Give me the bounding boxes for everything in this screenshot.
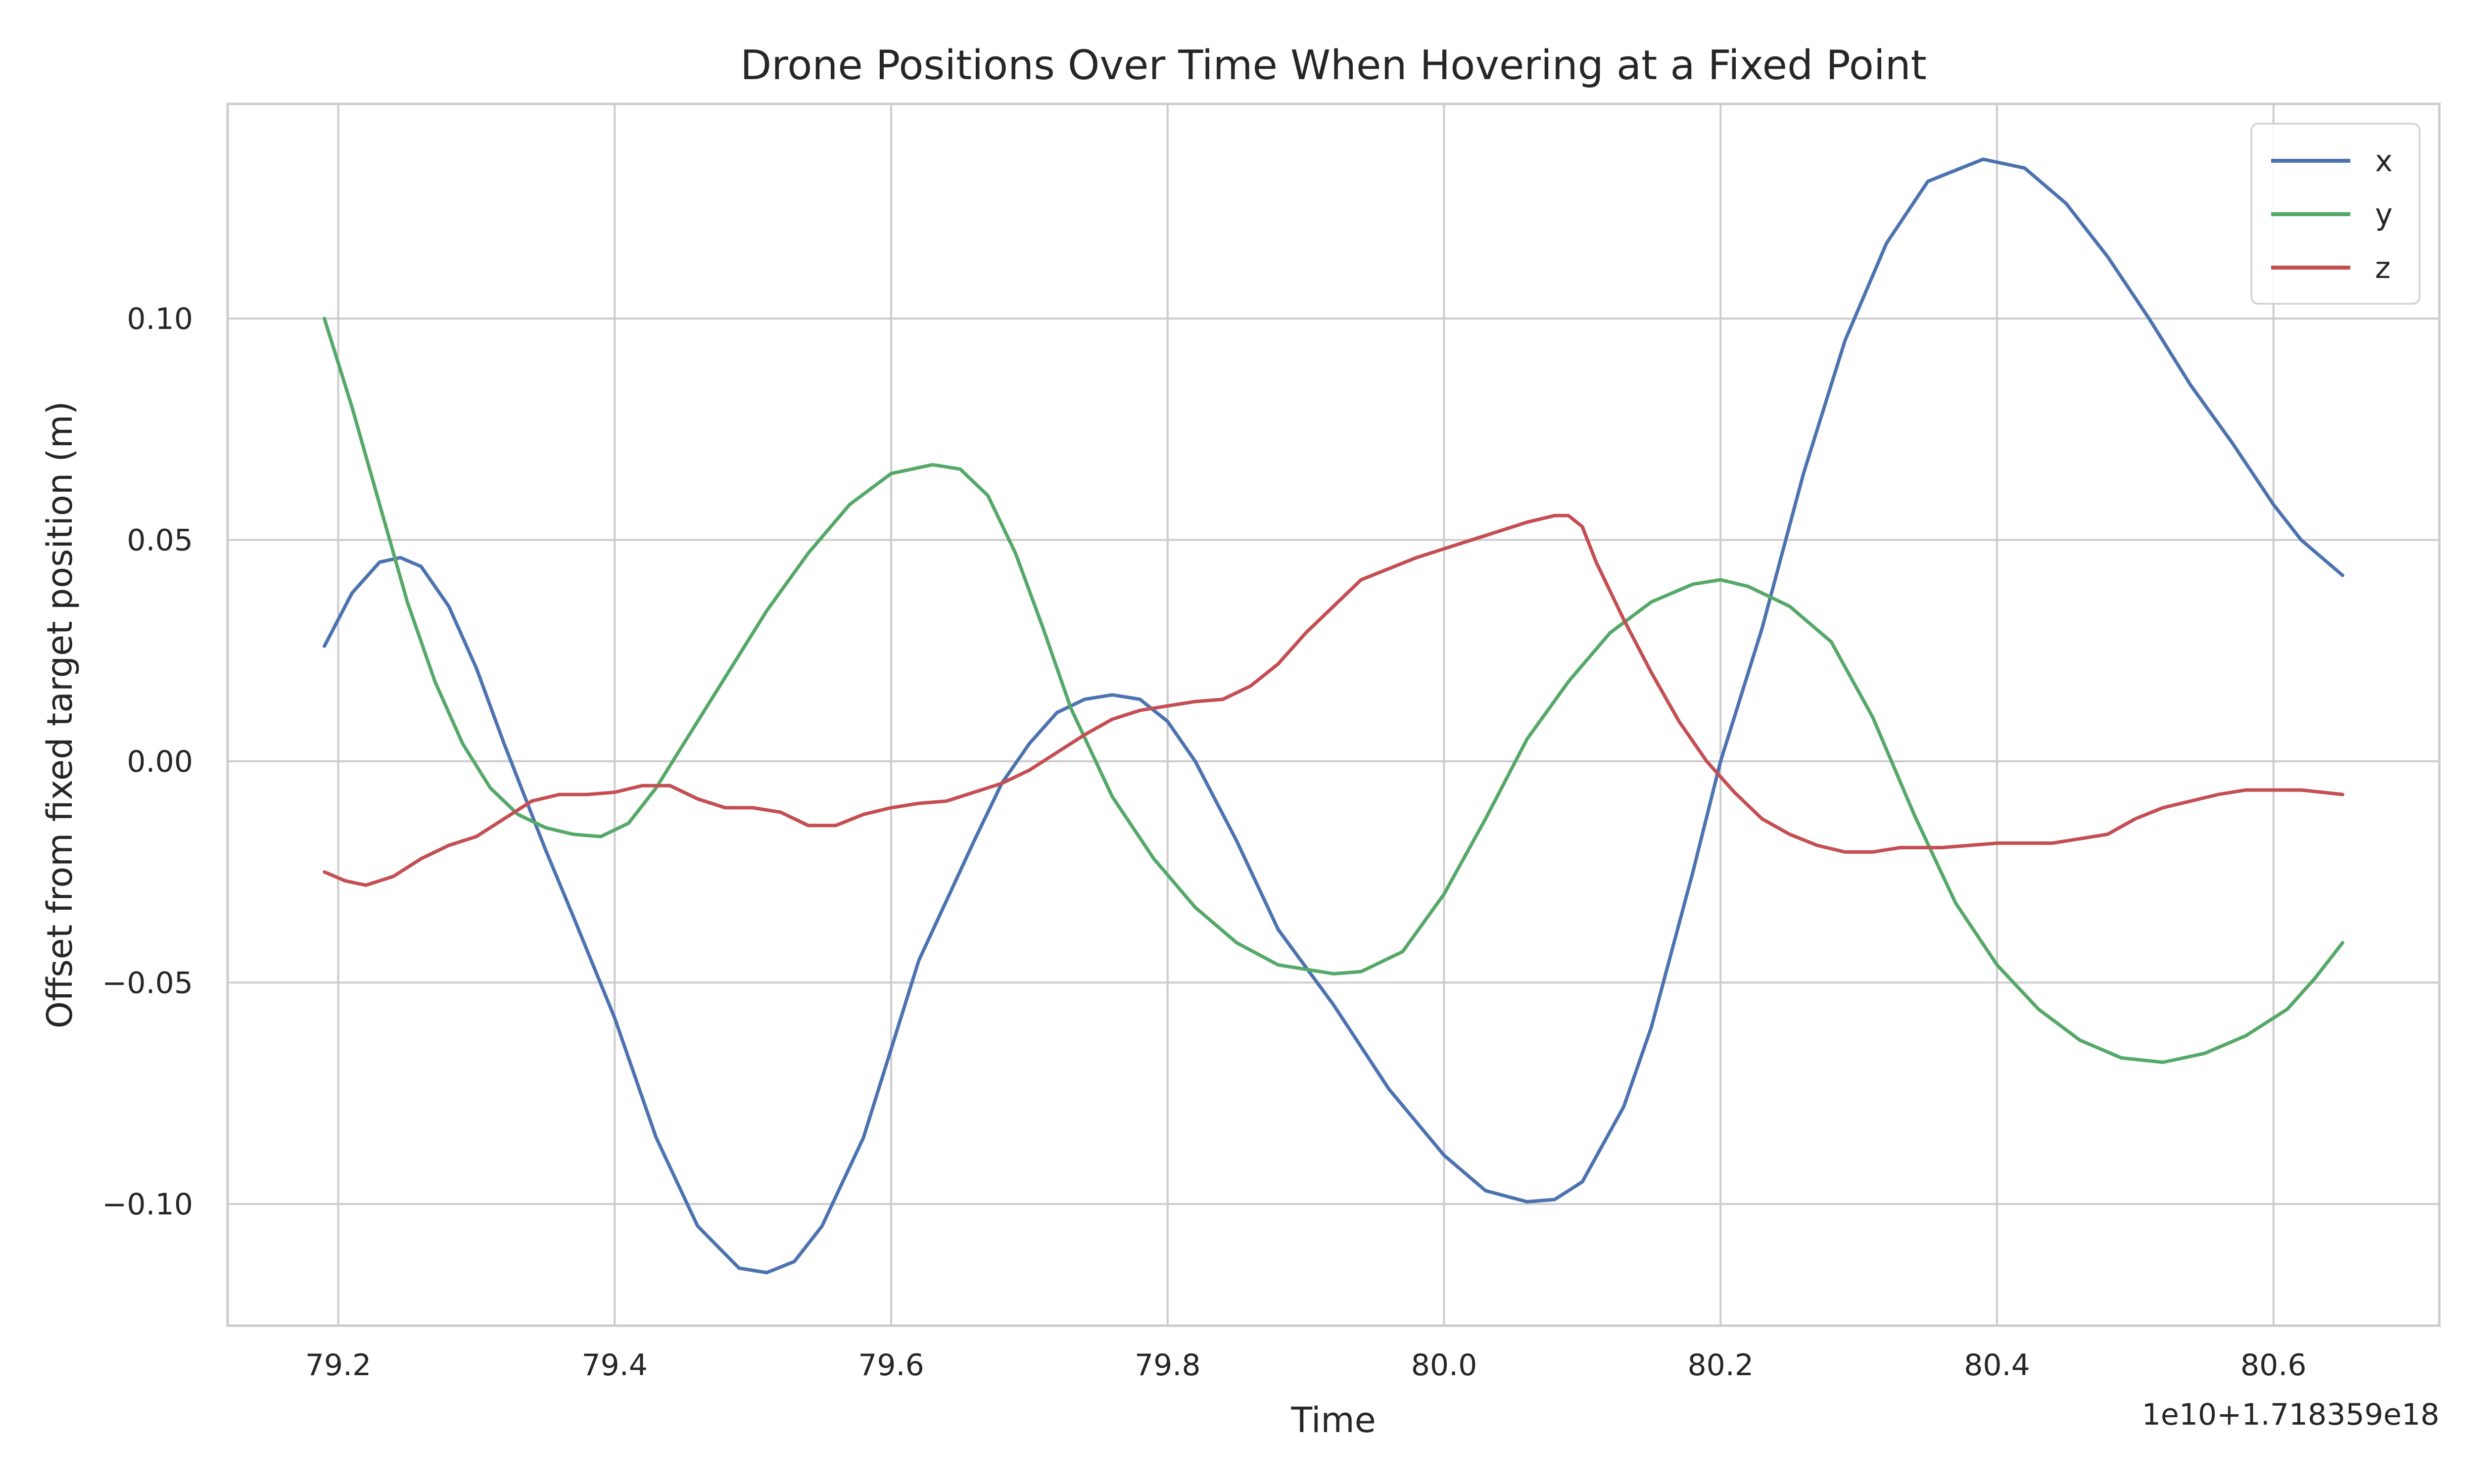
series-line-y <box>323 317 2344 1064</box>
plot-frame <box>226 102 2441 1327</box>
tick-labels: 79.2 79.4 79.6 79.8 80.0 80.2 80.4 80.6 −0.10 −0.… <box>102 302 2306 1383</box>
x-tick-label: 79.4 <box>581 1348 648 1383</box>
x-tick-label: 79.6 <box>858 1348 924 1383</box>
y-tick-label: 0.05 <box>127 523 193 558</box>
grid <box>228 104 2439 1326</box>
legend: xyz <box>2250 123 2421 305</box>
y-tick-label: 0.00 <box>127 744 193 779</box>
y-tick-label: 0.10 <box>127 302 193 336</box>
x-tick-label: 80.6 <box>2240 1348 2307 1383</box>
x-tick-label: 80.0 <box>1411 1348 1477 1383</box>
y-axis-label: Offset from fixed target position (m) <box>40 401 80 1028</box>
x-tick-label: 79.8 <box>1135 1348 1201 1383</box>
legend-label-z: z <box>2375 251 2391 285</box>
x-tick-label: 80.2 <box>1687 1348 1754 1383</box>
x-axis-offset-label: 1e10+1.718359e18 <box>2142 1397 2439 1432</box>
legend-label-y: y <box>2375 197 2393 232</box>
chart-title: Drone Positions Over Time When Hovering … <box>740 42 1927 89</box>
x-tick-label: 79.2 <box>305 1348 372 1383</box>
legend-label-x: x <box>2375 144 2393 179</box>
series-layer <box>323 157 2344 1275</box>
x-tick-label: 80.4 <box>1964 1348 2030 1383</box>
series-line-z <box>323 513 2344 887</box>
y-tick-label: −0.05 <box>102 966 193 1000</box>
y-tick-label: −0.10 <box>102 1187 193 1222</box>
series-line-x <box>323 157 2344 1275</box>
x-axis-label: Time <box>1290 1400 1376 1440</box>
